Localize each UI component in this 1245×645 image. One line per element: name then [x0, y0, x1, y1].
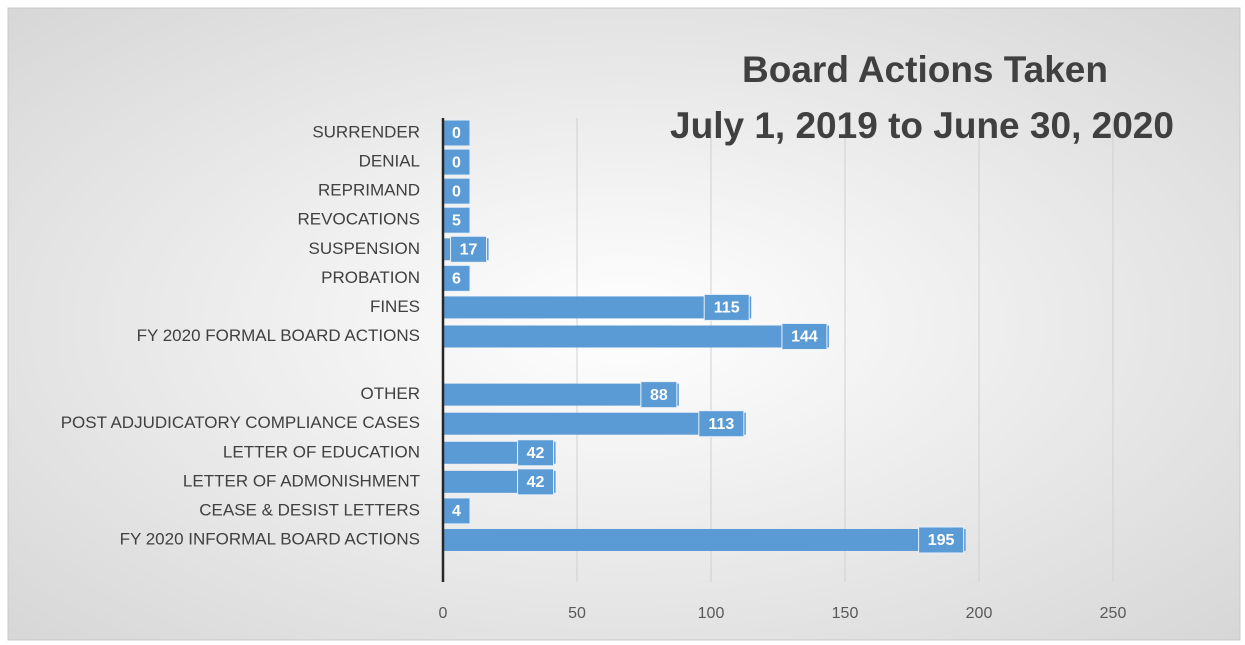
x-tick-label: 250: [1100, 605, 1127, 622]
y-tick-label: SUSPENSION: [309, 239, 420, 258]
data-label-box: [450, 235, 488, 263]
data-label: 0: [452, 154, 461, 171]
x-tick-label: 200: [966, 605, 993, 622]
data-label: 195: [928, 532, 955, 549]
y-tick-label: FINES: [370, 297, 420, 316]
data-label: 42: [527, 445, 545, 462]
data-label: 0: [452, 125, 461, 142]
bar: [443, 296, 752, 319]
data-label: 17: [460, 241, 478, 258]
data-label-box: [442, 148, 471, 176]
data-label-box: [442, 206, 471, 234]
y-tick-label: DENIAL: [359, 152, 420, 171]
data-label: 115: [714, 300, 740, 317]
data-label-box: [517, 468, 555, 496]
data-label: 4: [452, 503, 461, 520]
bar: [443, 412, 746, 435]
y-tick-label: REPRIMAND: [318, 181, 420, 200]
data-label-box: [640, 381, 678, 409]
data-label-box: [442, 177, 471, 205]
x-tick-label: 50: [568, 605, 586, 622]
y-tick-label: LETTER OF EDUCATION: [223, 442, 420, 461]
bar: [443, 383, 679, 406]
data-label-box: [781, 322, 828, 350]
data-label: 0: [452, 183, 461, 200]
y-tick-label: REVOCATIONS: [298, 210, 420, 229]
data-label-box: [442, 497, 471, 525]
y-tick-label: POST ADJUDICATORY COMPLIANCE CASES: [61, 413, 420, 432]
x-tick-label: 150: [832, 605, 859, 622]
data-label-box: [703, 293, 750, 321]
data-label-box: [918, 526, 965, 554]
x-tick-label: 100: [698, 605, 725, 622]
x-tick-label: 0: [439, 605, 448, 622]
y-tick-label: CEASE & DESIST LETTERS: [199, 500, 420, 519]
data-label: 88: [650, 387, 668, 404]
bar: [443, 325, 829, 348]
data-label: 6: [452, 271, 461, 288]
chart-title: Board Actions Taken: [742, 49, 1108, 90]
data-label: 113: [708, 416, 734, 433]
y-tick-label: PROBATION: [321, 268, 420, 287]
data-label-box: [698, 410, 745, 438]
y-tick-label: FY 2020 FORMAL BOARD ACTIONS: [137, 326, 420, 345]
bar: [443, 528, 966, 551]
data-label: 5: [452, 212, 461, 229]
chart-subtitle: July 1, 2019 to June 30, 2020: [670, 105, 1174, 146]
data-label: 42: [527, 474, 545, 491]
data-label: 144: [791, 329, 818, 346]
data-label-box: [517, 439, 555, 467]
y-tick-label: SURRENDER: [312, 122, 420, 141]
y-tick-label: OTHER: [361, 384, 421, 403]
y-tick-label: LETTER OF ADMONISHMENT: [183, 471, 420, 490]
y-tick-label: FY 2020 INFORMAL BOARD ACTIONS: [120, 529, 420, 548]
